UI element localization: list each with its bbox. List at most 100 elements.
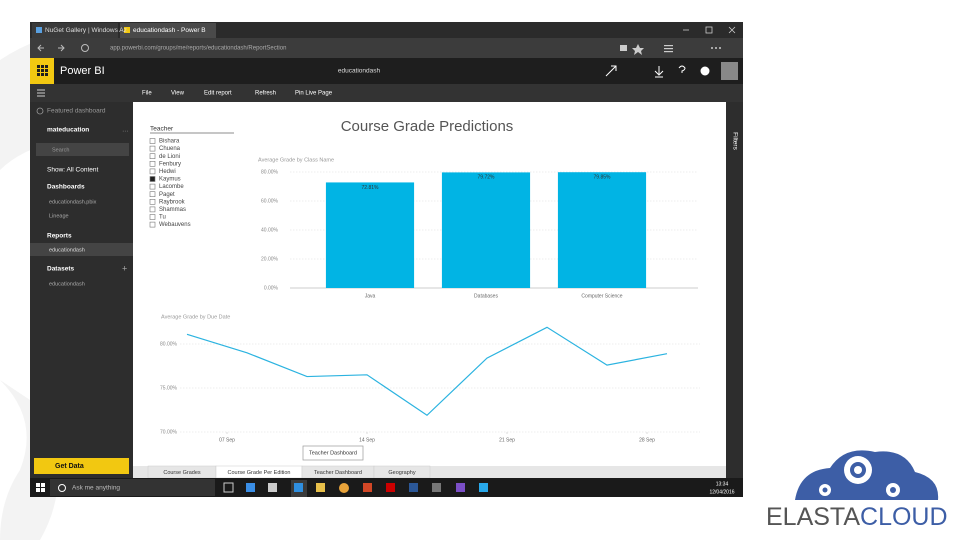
fullscreen-icon[interactable] <box>605 65 617 77</box>
nav-item[interactable]: educationdash <box>49 281 85 287</box>
dot <box>37 73 40 76</box>
checkbox[interactable] <box>149 153 156 159</box>
checkbox[interactable] <box>149 138 156 144</box>
slicer-item[interactable]: Shammas <box>159 207 186 213</box>
url[interactable]: app.powerbi.com/groups/me/reports/educat… <box>110 46 286 52</box>
icon[interactable] <box>715 47 717 49</box>
checkbox[interactable] <box>149 191 156 197</box>
nav-filter[interactable]: Show: All Content <box>47 167 99 174</box>
checkbox[interactable] <box>149 176 156 182</box>
toolbar-item[interactable]: View <box>171 91 185 97</box>
reload-button[interactable] <box>81 44 89 52</box>
checkbox[interactable] <box>149 221 156 228</box>
app-icon[interactable] <box>316 483 325 492</box>
search-placeholder: Ask me anything <box>72 485 120 492</box>
app-icon[interactable] <box>363 483 372 492</box>
icon[interactable] <box>664 51 673 53</box>
nav-section[interactable]: Reports <box>47 233 72 240</box>
nav-button[interactable] <box>302 445 364 461</box>
slicer-item[interactable]: Chuena <box>159 146 181 152</box>
y-tick-label: 70.00% <box>160 429 178 435</box>
checkbox[interactable] <box>149 206 156 213</box>
nav-item[interactable]: Lineage <box>49 213 69 219</box>
help-icon[interactable] <box>678 65 686 73</box>
maximize[interactable] <box>705 26 713 34</box>
slicer-item[interactable]: Kaymus <box>159 177 181 183</box>
icon[interactable] <box>620 45 627 51</box>
y-tick-label: 0.00% <box>264 285 279 291</box>
checkbox[interactable] <box>149 161 156 167</box>
bar[interactable] <box>441 172 531 288</box>
close[interactable] <box>728 26 736 34</box>
start-button[interactable] <box>36 483 45 492</box>
filters-pane <box>726 102 743 478</box>
slicer-item[interactable]: Bishara <box>159 139 180 145</box>
toolbar <box>30 84 743 102</box>
slicer-item[interactable]: Webauvens <box>159 222 191 228</box>
app-icon[interactable] <box>409 483 418 492</box>
app-icon[interactable] <box>456 483 465 492</box>
taskbar-search[interactable] <box>50 479 215 496</box>
app-header <box>30 58 743 84</box>
app-icon[interactable] <box>246 483 255 492</box>
nav-section[interactable]: Dashboards <box>47 184 85 191</box>
nav-item[interactable]: educationdash.pbix <box>49 199 97 205</box>
checkbox[interactable] <box>149 199 156 205</box>
filters-label[interactable]: Filters <box>731 132 738 150</box>
x-tick-label: Databases <box>474 293 498 299</box>
slicer-item[interactable]: Fenbury <box>159 161 181 167</box>
slicer-item[interactable]: Hedwi <box>159 169 176 175</box>
toolbar-item[interactable]: Refresh <box>255 91 276 97</box>
toolbar-item[interactable]: File <box>142 91 152 97</box>
app-icon[interactable] <box>294 483 303 492</box>
dot <box>41 73 44 76</box>
browser-tab[interactable] <box>32 23 118 38</box>
slicer-item[interactable]: Paget <box>159 192 175 198</box>
nav-toggle[interactable] <box>37 89 45 97</box>
nav-section[interactable]: Datasets <box>47 266 74 273</box>
slicer-item[interactable]: Lacombe <box>159 184 184 190</box>
icon[interactable] <box>719 47 721 49</box>
avatar[interactable] <box>721 62 738 80</box>
back-button[interactable] <box>37 44 44 52</box>
taskbar-apps <box>223 480 488 497</box>
checkbox[interactable] <box>149 183 156 190</box>
line-series[interactable] <box>186 326 668 417</box>
slicer-item[interactable]: de Lioni <box>159 154 180 160</box>
logo-left: ELASTA <box>766 503 860 531</box>
slicer-item[interactable]: Tu <box>159 215 166 221</box>
forward-button[interactable] <box>58 44 65 52</box>
download-icon[interactable] <box>654 66 664 78</box>
nav-workspace[interactable]: mateducation <box>47 127 89 134</box>
icon[interactable] <box>632 44 644 55</box>
toolbar-item[interactable]: Edit report <box>204 91 232 97</box>
checkbox[interactable] <box>149 145 156 152</box>
app-icon[interactable] <box>479 483 488 492</box>
nav-featured[interactable]: Featured dashboard <box>47 108 106 115</box>
page-tab-label: Course Grades <box>163 470 201 476</box>
app-icon[interactable] <box>223 482 234 493</box>
slicer-item[interactable]: Raybrook <box>159 199 186 205</box>
x-tick-label: Computer Science <box>581 293 622 299</box>
toolbar-item[interactable]: Pin Live Page <box>295 91 333 97</box>
checkbox[interactable] <box>149 168 156 175</box>
app-icon[interactable] <box>386 483 395 492</box>
more-button: … <box>122 127 129 134</box>
bar[interactable] <box>557 172 647 288</box>
app-icon[interactable] <box>268 483 277 492</box>
icon[interactable] <box>664 45 673 47</box>
add-button[interactable]: + <box>122 263 127 273</box>
nav-item[interactable]: educationdash <box>49 247 85 253</box>
app-icon[interactable] <box>339 483 349 493</box>
bar[interactable] <box>325 182 415 288</box>
icon[interactable] <box>664 48 673 50</box>
checkbox[interactable] <box>149 214 156 220</box>
app-icon[interactable] <box>432 483 441 492</box>
icon[interactable] <box>711 47 713 49</box>
search-box[interactable] <box>36 143 129 156</box>
feedback-icon[interactable] <box>700 66 710 76</box>
y-tick-label: 20.00% <box>261 256 279 262</box>
get-data-button[interactable] <box>34 458 129 474</box>
logo-text: ELASTACLOUD <box>766 503 948 531</box>
browser-tab-active[interactable] <box>120 23 216 38</box>
